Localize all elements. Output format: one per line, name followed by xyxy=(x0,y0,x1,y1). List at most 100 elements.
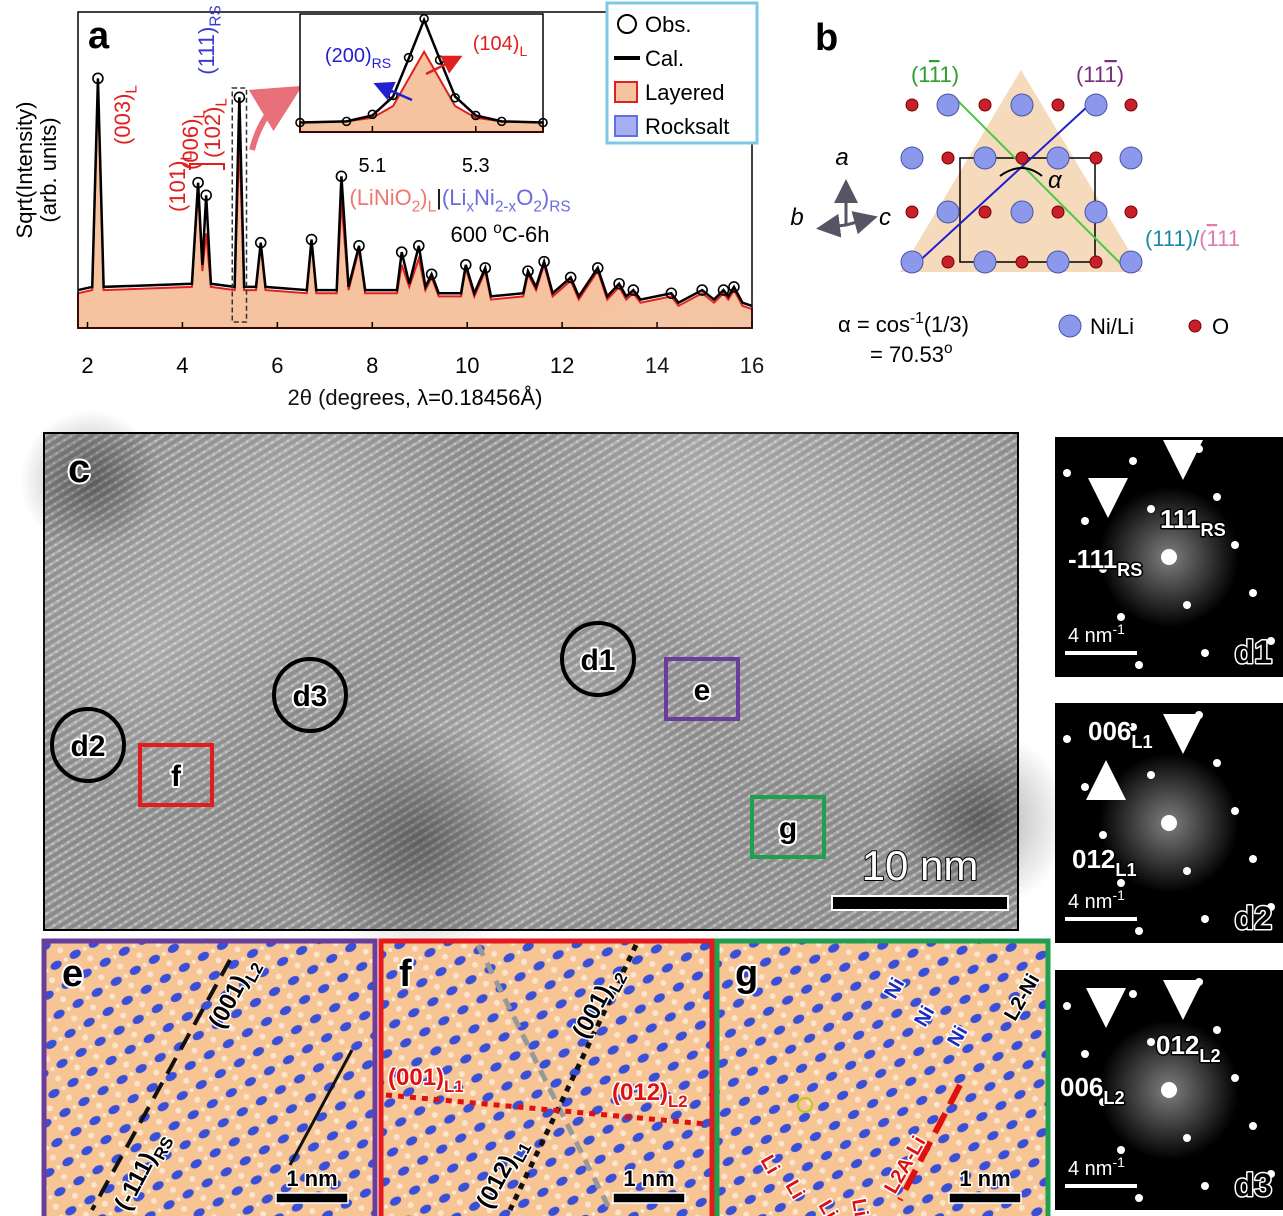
text-part: O xyxy=(516,185,533,210)
scale-bar xyxy=(1065,917,1137,921)
fft-spot xyxy=(1081,517,1089,525)
text-part: (1 xyxy=(911,62,930,87)
figure: 246810121416aSqrt(Intensity)(arb. units)… xyxy=(0,0,1283,1216)
ni-atom xyxy=(1047,147,1069,169)
scale-bar-label: 10 nm xyxy=(862,842,979,889)
text-part: (111)/ xyxy=(1145,226,1200,251)
text-part: RS xyxy=(208,5,225,26)
plane-label: (111)/(111 xyxy=(1145,226,1240,251)
text-part: RS xyxy=(1117,560,1142,580)
scale-bar xyxy=(276,1193,348,1203)
fft-spot xyxy=(1231,1074,1239,1082)
text-part: -1 xyxy=(1112,621,1125,637)
legend-marker xyxy=(615,82,637,102)
formula: α = cos-1(1/3) xyxy=(838,310,969,337)
panel-label: g xyxy=(735,953,758,995)
text-part: o xyxy=(944,340,953,357)
text-part: L xyxy=(214,98,231,107)
o-atom xyxy=(942,256,954,268)
fft-spot xyxy=(1183,601,1191,609)
axis-label: a xyxy=(835,144,848,171)
ni-atom xyxy=(1047,251,1069,273)
text-part: 012 xyxy=(1072,844,1115,874)
text-part: 1) xyxy=(939,62,959,87)
text-part: 600 xyxy=(450,222,493,247)
text-part: L1 xyxy=(1131,732,1152,752)
text-part: 11 xyxy=(1217,226,1240,251)
x-tick-label: 5.3 xyxy=(462,155,490,177)
fft-spot xyxy=(1117,613,1125,621)
legend-label: Rocksalt xyxy=(645,114,729,139)
fft-spot xyxy=(1135,927,1143,935)
o-atom xyxy=(979,206,991,218)
axis-label: b xyxy=(790,204,803,231)
text-part: L1 xyxy=(1115,860,1136,880)
legend-label: Ni/Li xyxy=(1090,314,1134,339)
o-atom xyxy=(1016,152,1028,164)
text-part: (111) xyxy=(194,27,219,75)
fft-spot xyxy=(1213,759,1221,767)
panel-label: b xyxy=(815,17,838,59)
fft-spot xyxy=(1135,1194,1143,1202)
text-part: 006 xyxy=(1088,716,1131,746)
panel-label: a xyxy=(88,15,110,57)
ni-atom xyxy=(1120,147,1142,169)
fft-spot xyxy=(1161,815,1177,831)
x-tick-label: 10 xyxy=(455,353,479,378)
fft-spot xyxy=(1201,915,1209,923)
text-part: 1 xyxy=(1104,62,1116,87)
text-part: ) xyxy=(1117,62,1124,87)
ni-atom xyxy=(1120,251,1142,273)
o-atom xyxy=(1090,256,1102,268)
legend-label: Obs. xyxy=(645,12,691,37)
ni-atom xyxy=(1011,94,1033,116)
formula: = 70.53o xyxy=(870,340,953,367)
ni-atom xyxy=(974,251,996,273)
y-axis-label: Sqrt(Intensity) xyxy=(12,102,37,239)
text-part: -1 xyxy=(1112,887,1125,903)
text-part: (1/3) xyxy=(924,312,969,337)
panel-label: d1 xyxy=(1235,634,1272,670)
fft-spot xyxy=(1195,711,1203,719)
fft-spot xyxy=(1195,445,1203,453)
fft-spot xyxy=(1183,867,1191,875)
scale-bar-label: 1 nm xyxy=(286,1166,337,1191)
ni-atom xyxy=(937,201,959,223)
scale-bar xyxy=(1065,1184,1137,1188)
text-part: (102) xyxy=(200,107,225,158)
text-part: (11 xyxy=(1076,62,1106,87)
axis-arrow xyxy=(822,225,846,228)
fft-spot xyxy=(1117,1146,1125,1154)
x-tick-label: 2 xyxy=(81,353,93,378)
text-part: L xyxy=(124,85,141,94)
y-axis-label: (arb. units) xyxy=(36,117,61,222)
text-part: 012 xyxy=(1156,1030,1199,1060)
legend-label: Cal. xyxy=(645,46,684,71)
text-part: -1 xyxy=(910,310,924,327)
text-part: o xyxy=(493,220,502,237)
text-part: 2 xyxy=(412,199,421,216)
panel-label: e xyxy=(62,953,83,995)
ni-atom xyxy=(974,147,996,169)
text-part: 4 nm xyxy=(1068,891,1112,913)
fft-spot xyxy=(1081,1050,1089,1058)
text-part: ) xyxy=(420,185,427,210)
region-label: g xyxy=(779,812,797,845)
fft-spot xyxy=(1201,649,1209,657)
text-part: L1 xyxy=(444,1077,464,1096)
fft-spot xyxy=(1129,990,1137,998)
text-part: 111 xyxy=(1160,504,1201,534)
fft-spot xyxy=(1117,879,1125,887)
page: 246810121416aSqrt(Intensity)(arb. units)… xyxy=(0,0,1283,1216)
o-atom xyxy=(1052,206,1064,218)
text-part: 4 nm xyxy=(1068,1158,1112,1180)
text-part: (003) xyxy=(110,94,135,145)
text-part: (104) xyxy=(473,33,520,55)
fft-spot xyxy=(1081,783,1089,791)
text-part: L2 xyxy=(1103,1088,1124,1108)
o-atom xyxy=(906,99,918,111)
text-part: L xyxy=(519,43,527,59)
fft-spot xyxy=(1147,771,1155,779)
text-part: 2-x xyxy=(495,199,517,216)
text-part: (001) xyxy=(388,1064,444,1091)
